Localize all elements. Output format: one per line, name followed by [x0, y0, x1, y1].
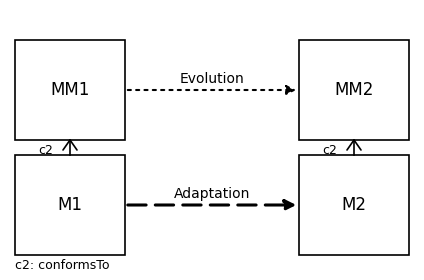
Text: Adaptation: Adaptation [174, 187, 250, 201]
Text: Evolution: Evolution [180, 72, 244, 86]
Bar [15, 40, 125, 140]
Text: MM1: MM1 [50, 81, 90, 99]
Text: c2: conformsTo: c2: conformsTo [15, 259, 109, 272]
Text: c2: c2 [322, 143, 337, 157]
Bar [15, 155, 125, 255]
Bar [299, 155, 409, 255]
Text: M1: M1 [58, 196, 83, 214]
Bar [299, 40, 409, 140]
Text: M2: M2 [341, 196, 366, 214]
Text: c2: c2 [38, 143, 53, 157]
Text: MM2: MM2 [334, 81, 374, 99]
